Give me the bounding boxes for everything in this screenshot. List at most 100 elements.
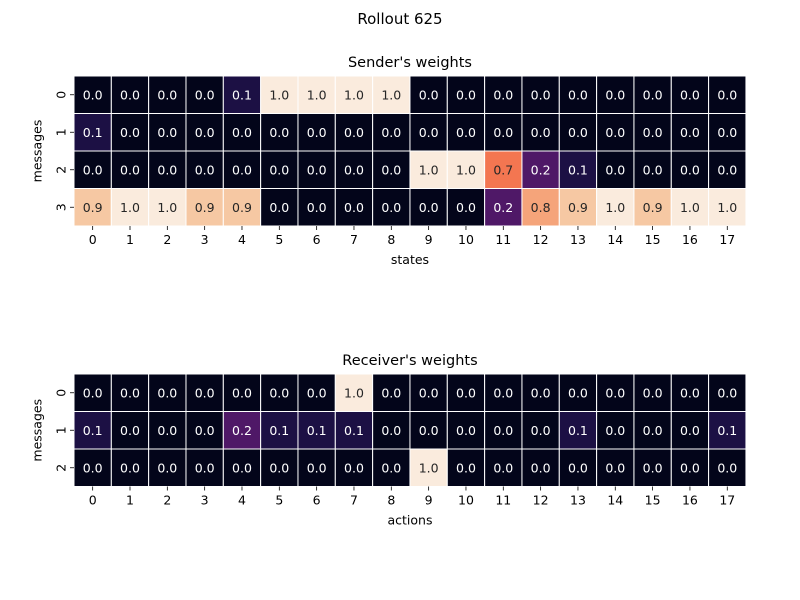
cell-label: 0.0 [381,125,401,140]
cell-label: 0.0 [493,125,513,140]
cell-label: 0.0 [232,460,252,475]
cell-label: 0.1 [232,87,252,102]
cell-label: 0.0 [568,87,588,102]
cell-label: 0.0 [568,385,588,400]
x-tick-label: 15 [645,232,661,247]
heatmap-cell [558,75,598,114]
cell-label: 0.0 [195,460,215,475]
cell-label: 0.0 [269,162,289,177]
cell-label: 0.0 [232,162,252,177]
heatmap-cell [260,150,299,189]
heatmap-cell [409,75,448,114]
cell-label: 1.0 [605,200,625,215]
cell-label: 0.0 [717,460,737,475]
heatmap-cell [596,448,635,487]
heatmap-cell [409,373,448,412]
cell-label: 0.0 [83,385,103,400]
cell-label: 1.0 [344,87,364,102]
cell-label: 0.0 [456,385,476,400]
heatmap-cell [110,411,150,450]
x-tick-label: 11 [495,493,511,508]
x-tick-label: 11 [495,232,511,247]
heatmap-cell [73,150,112,189]
x-tick-label: 8 [387,232,395,247]
heatmap-cell [484,75,523,114]
cell-label: 0.0 [269,125,289,140]
cell-label: 1.0 [680,200,700,215]
cell-label: 1.0 [120,200,140,215]
cell-label: 0.0 [381,162,401,177]
heatmap-cell [484,373,523,412]
heatmap-cell [596,75,635,114]
cell-label: 0.0 [456,125,476,140]
x-tick-label: 10 [458,493,474,508]
cell-label: 0.0 [717,385,737,400]
x-tick-label: 1 [126,493,134,508]
x-axis-label: states [391,252,429,267]
heatmap-cell [260,188,299,227]
heatmap-cell [222,411,262,450]
x-tick-label: 6 [313,493,321,508]
cell-label: 0.1 [83,423,103,438]
cell-label: 0.9 [643,200,663,215]
cell-label: 0.0 [157,162,177,177]
heatmap-cell [148,188,187,227]
cell-label: 0.0 [643,460,663,475]
x-tick-label: 15 [645,493,661,508]
heatmap-cell [633,188,672,227]
cell-label: 0.0 [456,460,476,475]
x-tick-label: 7 [350,232,358,247]
heatmap-cell [148,373,187,412]
cell-label: 0.0 [605,162,625,177]
cell-label: 0.0 [120,125,140,140]
heatmap-cell [110,75,150,114]
cell-label: 0.0 [419,200,439,215]
cell-label: 1.0 [307,87,327,102]
heatmap-cell [372,113,411,152]
cell-label: 0.0 [680,87,700,102]
cell-label: 0.0 [605,460,625,475]
cell-label: 0.0 [717,87,737,102]
x-tick-label: 2 [163,493,171,508]
cell-label: 0.2 [232,423,252,438]
cell-label: 0.0 [381,460,401,475]
x-tick-label: 5 [275,493,283,508]
heatmap-cell [670,150,710,189]
y-tick-label: 0 [54,91,69,99]
cell-label: 0.1 [717,423,737,438]
x-tick-label: 10 [458,232,474,247]
heatmap-cell [148,448,187,487]
heatmap-cell [708,188,747,227]
heatmap-cell [558,150,598,189]
heatmap-cell [185,448,224,487]
cell-label: 0.0 [120,385,140,400]
heatmap-cell [334,75,374,114]
y-tick-label: 1 [54,128,69,136]
x-tick-label: 9 [425,493,433,508]
cell-label: 0.0 [307,460,327,475]
cell-label: 0.0 [456,87,476,102]
heatmap-cell [334,150,374,189]
cell-label: 0.1 [83,125,103,140]
cell-label: 0.0 [531,125,551,140]
cell-label: 0.0 [419,125,439,140]
heatmap-cell [409,411,448,450]
heatmap-cell [110,150,150,189]
heatmap-title: Sender's weights [348,55,472,71]
heatmap-cell [334,188,374,227]
x-tick-label: 3 [201,232,209,247]
cell-label: 0.0 [195,385,215,400]
cell-label: 0.0 [83,460,103,475]
heatmap-cell [222,150,262,189]
heatmap-cell [521,448,560,487]
x-tick-label: 5 [275,232,283,247]
y-tick-label: 2 [54,166,69,174]
heatmap-cell [372,411,411,450]
cell-label: 0.0 [605,385,625,400]
x-tick-label: 14 [607,232,623,247]
x-tick-label: 12 [533,493,549,508]
heatmap-cell [110,113,150,152]
y-tick-label: 3 [54,203,69,211]
cell-label: 0.9 [568,200,588,215]
cell-label: 0.0 [680,385,700,400]
